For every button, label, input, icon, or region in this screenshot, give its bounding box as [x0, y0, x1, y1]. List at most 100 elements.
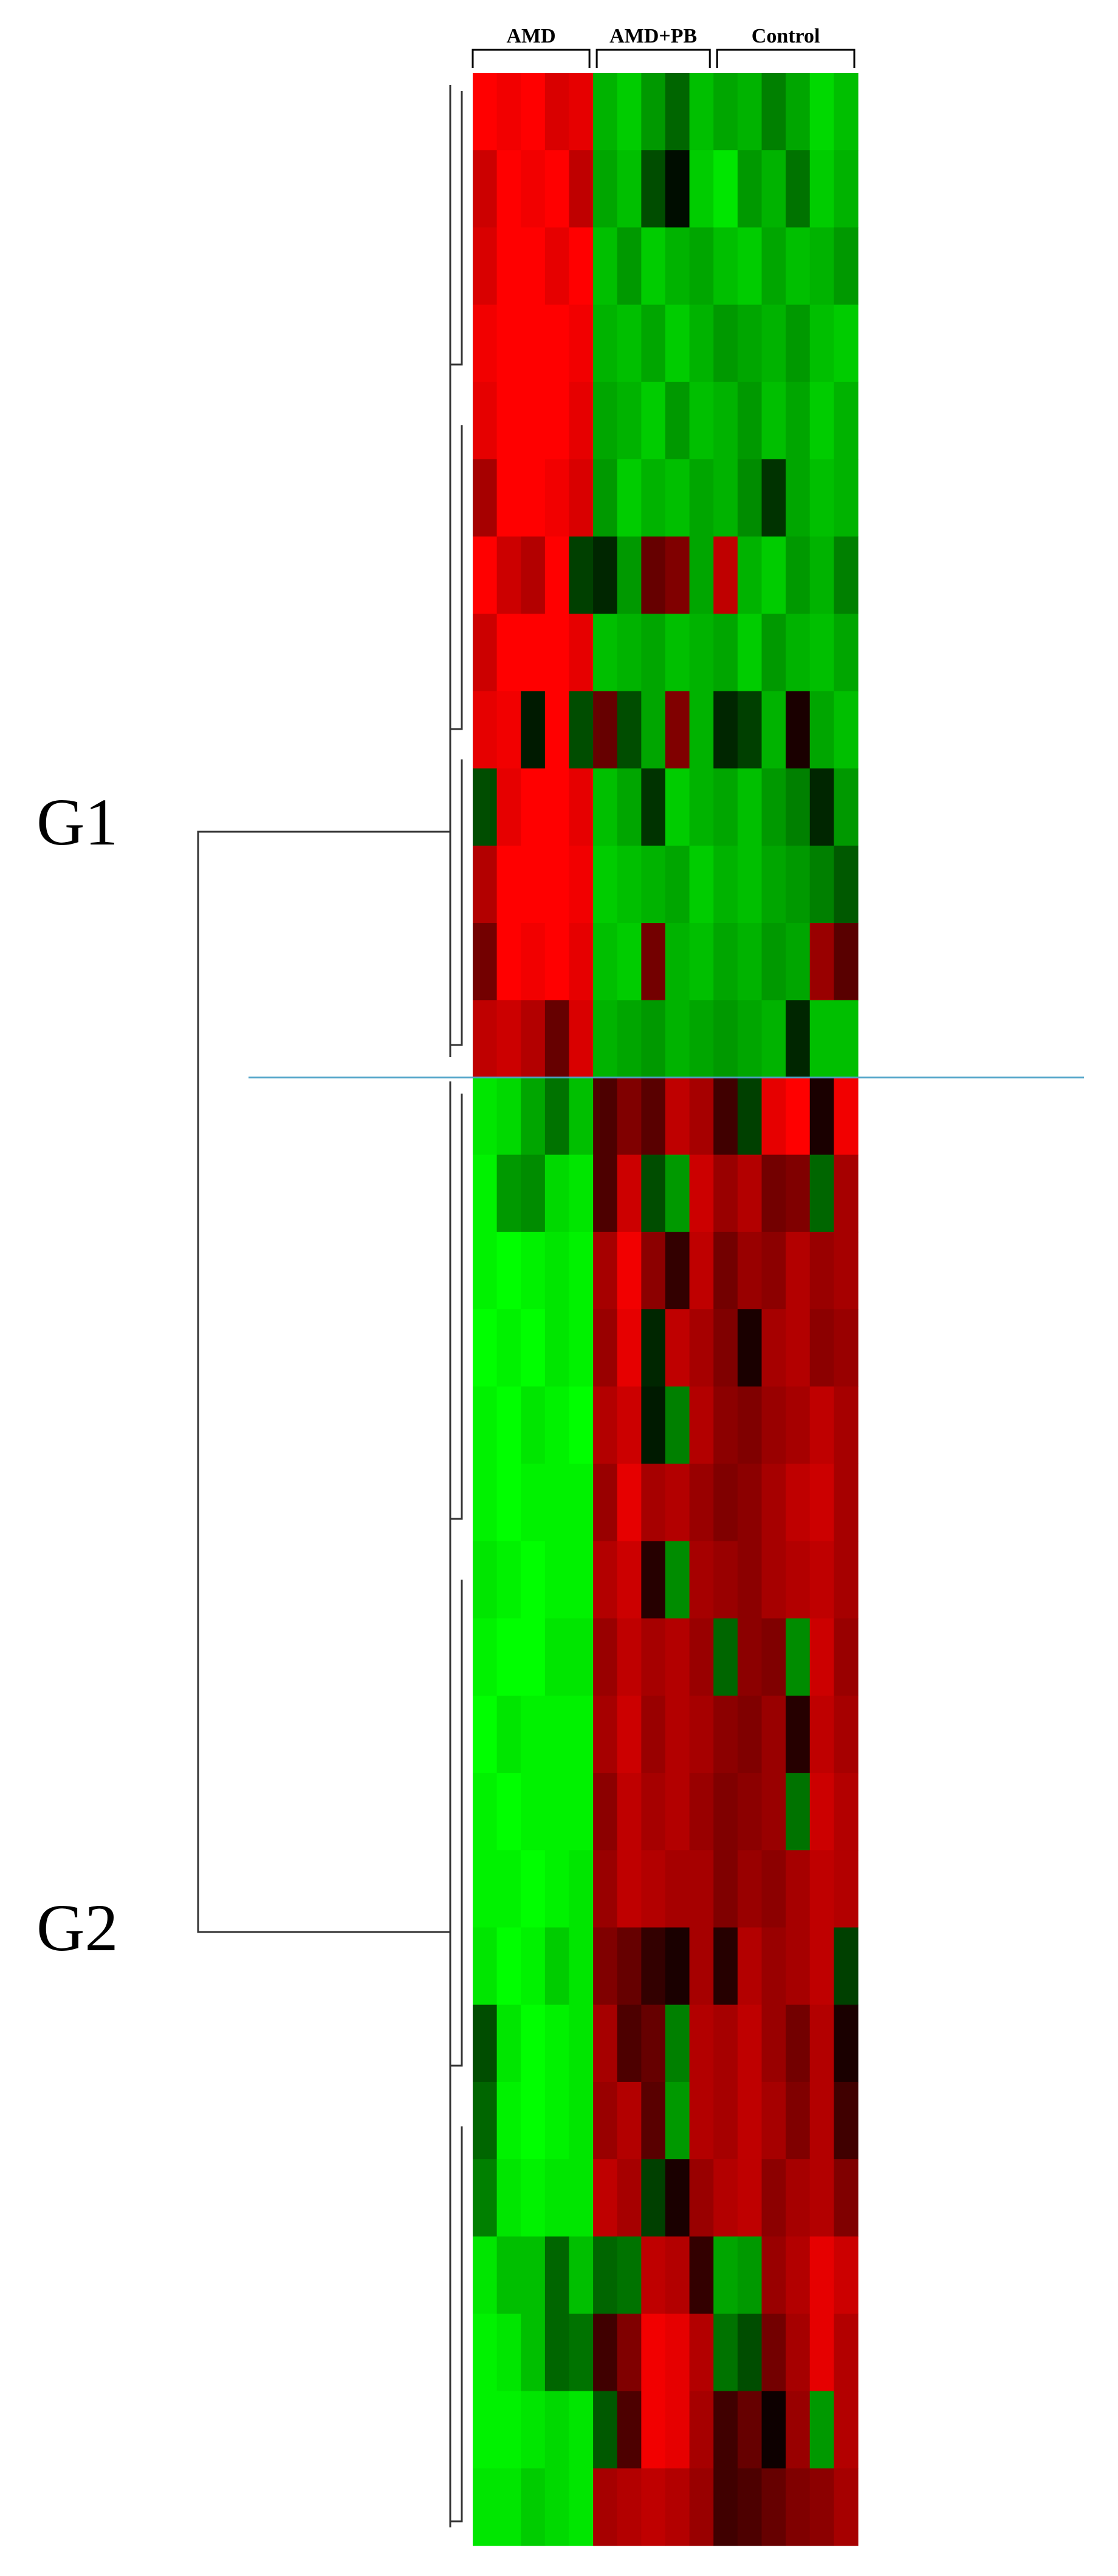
- heatmap-cell: [665, 1386, 690, 1464]
- heatmap-cell: [665, 382, 690, 460]
- heatmap-cell: [641, 1618, 666, 1696]
- heatmap-cell: [641, 845, 666, 923]
- heatmap-cell: [593, 1000, 618, 1078]
- heatmap-cell: [569, 1000, 594, 1078]
- heatmap-cell: [713, 2159, 738, 2237]
- heatmap-cell: [834, 1231, 859, 1310]
- heatmap-cell: [641, 2314, 666, 2392]
- heatmap-cell: [641, 614, 666, 692]
- heatmap-cell: [473, 614, 498, 692]
- heatmap-cell: [569, 73, 594, 151]
- heatmap-cell: [689, 1541, 714, 1619]
- heatmap-cell: [593, 2468, 618, 2546]
- heatmap-cell: [473, 1000, 498, 1078]
- heatmap-cell: [544, 614, 570, 692]
- heatmap-cell: [713, 1850, 738, 1928]
- column-group-label: AMD+PB: [609, 25, 697, 47]
- heatmap-cell: [473, 1541, 498, 1619]
- heatmap-cell: [689, 536, 714, 614]
- heatmap-cell: [713, 2081, 738, 2160]
- heatmap-cell: [473, 536, 498, 614]
- heatmap-cell: [569, 691, 594, 769]
- heatmap-cell: [761, 845, 786, 923]
- heatmap-cell: [569, 1154, 594, 1233]
- heatmap-cell: [593, 1309, 618, 1387]
- heatmap-cell: [617, 459, 642, 537]
- heatmap-cell: [617, 923, 642, 1001]
- heatmap-cell: [496, 382, 521, 460]
- heatmap-cell: [593, 2081, 618, 2160]
- heatmap-cell: [761, 691, 786, 769]
- heatmap-cell: [809, 1695, 834, 1773]
- heatmap-cell: [737, 1231, 763, 1310]
- heatmap-cell: [713, 768, 738, 846]
- heatmap-cell: [617, 768, 642, 846]
- heatmap-cell: [786, 1309, 811, 1387]
- heatmap-cell: [786, 691, 811, 769]
- heatmap-cell: [665, 1077, 690, 1156]
- heatmap-cell: [834, 1000, 859, 1078]
- heatmap-cell: [617, 304, 642, 383]
- heatmap-cell: [809, 1773, 834, 1851]
- heatmap-cell: [834, 2391, 859, 2469]
- heatmap-cell: [593, 150, 618, 228]
- heatmap-cell: [521, 227, 546, 306]
- heatmap-cell: [521, 1386, 546, 1464]
- heatmap-cell: [665, 459, 690, 537]
- heatmap-cell: [809, 1464, 834, 1542]
- heatmap-cell: [786, 227, 811, 306]
- heatmap-cell: [521, 2159, 546, 2237]
- heatmap-cell: [641, 1309, 666, 1387]
- heatmap-cell: [761, 1077, 786, 1156]
- heatmap-cell: [544, 304, 570, 383]
- heatmap-cell: [689, 2468, 714, 2546]
- heatmap-cell: [473, 2081, 498, 2160]
- heatmap-cell: [737, 2081, 763, 2160]
- heatmap-cell: [641, 150, 666, 228]
- heatmap-cell: [761, 923, 786, 1001]
- heatmap-cell: [834, 73, 859, 151]
- heatmap-cell: [809, 691, 834, 769]
- heatmap-cell: [689, 304, 714, 383]
- heatmap-cell: [473, 2314, 498, 2392]
- heatmap-cell: [617, 1464, 642, 1542]
- heatmap-cell: [496, 459, 521, 537]
- heatmap-cell: [713, 1773, 738, 1851]
- heatmap-cell: [521, 1541, 546, 1619]
- heatmap-cell: [665, 768, 690, 846]
- heatmap-cell: [473, 2004, 498, 2083]
- heatmap-cell: [665, 1154, 690, 1233]
- heatmap-cell: [521, 536, 546, 614]
- heatmap-cell: [665, 304, 690, 383]
- heatmap-cell: [809, 614, 834, 692]
- heatmap-cell: [496, 1231, 521, 1310]
- heatmap-cell: [473, 459, 498, 537]
- heatmap-cell: [569, 1309, 594, 1387]
- heatmap-cell: [617, 1154, 642, 1233]
- heatmap-cell: [544, 2391, 570, 2469]
- heatmap-cell: [713, 1000, 738, 1078]
- heatmap-cell: [617, 1850, 642, 1928]
- heatmap-cell: [641, 227, 666, 306]
- heatmap-cell: [617, 2236, 642, 2315]
- heatmap-cell: [665, 845, 690, 923]
- heatmap-cell: [593, 1386, 618, 1464]
- heatmap-cell: [641, 382, 666, 460]
- heatmap-cell: [665, 2004, 690, 2083]
- heatmap-cell: [689, 1077, 714, 1156]
- heatmap-cell: [593, 382, 618, 460]
- heatmap-cell: [496, 768, 521, 846]
- heatmap-cell: [496, 1850, 521, 1928]
- heatmap-cell: [569, 1541, 594, 1619]
- heatmap-cell: [786, 1850, 811, 1928]
- heatmap-cell: [737, 1927, 763, 2006]
- heatmap-cell: [713, 1927, 738, 2006]
- heatmap-cell: [689, 2081, 714, 2160]
- heatmap-cell: [786, 304, 811, 383]
- heatmap-cell: [473, 1773, 498, 1851]
- heatmap-cell: [641, 2391, 666, 2469]
- heatmap-cell: [496, 1927, 521, 2006]
- heatmap-cell: [713, 304, 738, 383]
- heatmap-cell: [689, 382, 714, 460]
- heatmap-cell: [834, 1386, 859, 1464]
